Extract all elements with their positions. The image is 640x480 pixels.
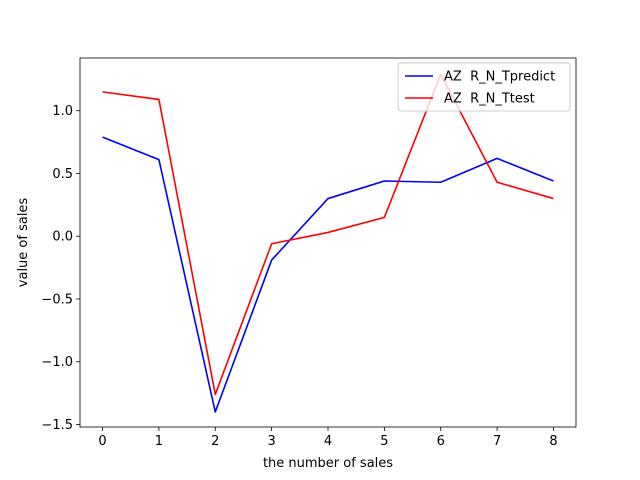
legend-label-1: AZ R_N_Tpredict xyxy=(444,70,555,85)
x-axis-label: the number of sales xyxy=(263,456,393,471)
y-tick-label: −1.5 xyxy=(41,418,73,433)
x-tick-label: 2 xyxy=(211,434,219,449)
x-tick-label: 5 xyxy=(380,434,388,449)
plot-frame xyxy=(79,57,577,428)
x-tick-label: 7 xyxy=(493,434,501,449)
series-line-2 xyxy=(102,73,554,396)
legend-label-2: AZ R_N_Ttest xyxy=(444,92,535,107)
plot-area xyxy=(80,58,576,427)
x-tick-label: 0 xyxy=(98,434,106,449)
legend-box xyxy=(397,62,571,112)
x-tick-label: 8 xyxy=(549,434,557,449)
x-tick-label: 4 xyxy=(324,434,332,449)
y-tick-label: −1.0 xyxy=(41,355,73,370)
series-line-1 xyxy=(102,136,554,413)
y-tick-label: −0.5 xyxy=(41,292,73,307)
x-tick-label: 1 xyxy=(155,434,163,449)
y-axis-label: value of sales xyxy=(16,198,31,288)
y-tick-label: 1.0 xyxy=(52,104,73,119)
y-tick-label: 0.0 xyxy=(52,230,73,245)
x-tick-label: 6 xyxy=(437,434,445,449)
y-axis-ticks: −1.5 −1.0 −0.5 0.0 0.5 1.0 xyxy=(41,104,80,433)
legend: AZ R_N_Tpredict AZ R_N_Ttest xyxy=(397,62,571,112)
x-tick-label: 3 xyxy=(267,434,275,449)
y-tick-label: 0.5 xyxy=(52,167,73,182)
series-layer xyxy=(102,73,554,413)
x-axis-ticks: 0 1 2 3 4 5 6 7 8 xyxy=(98,427,558,449)
